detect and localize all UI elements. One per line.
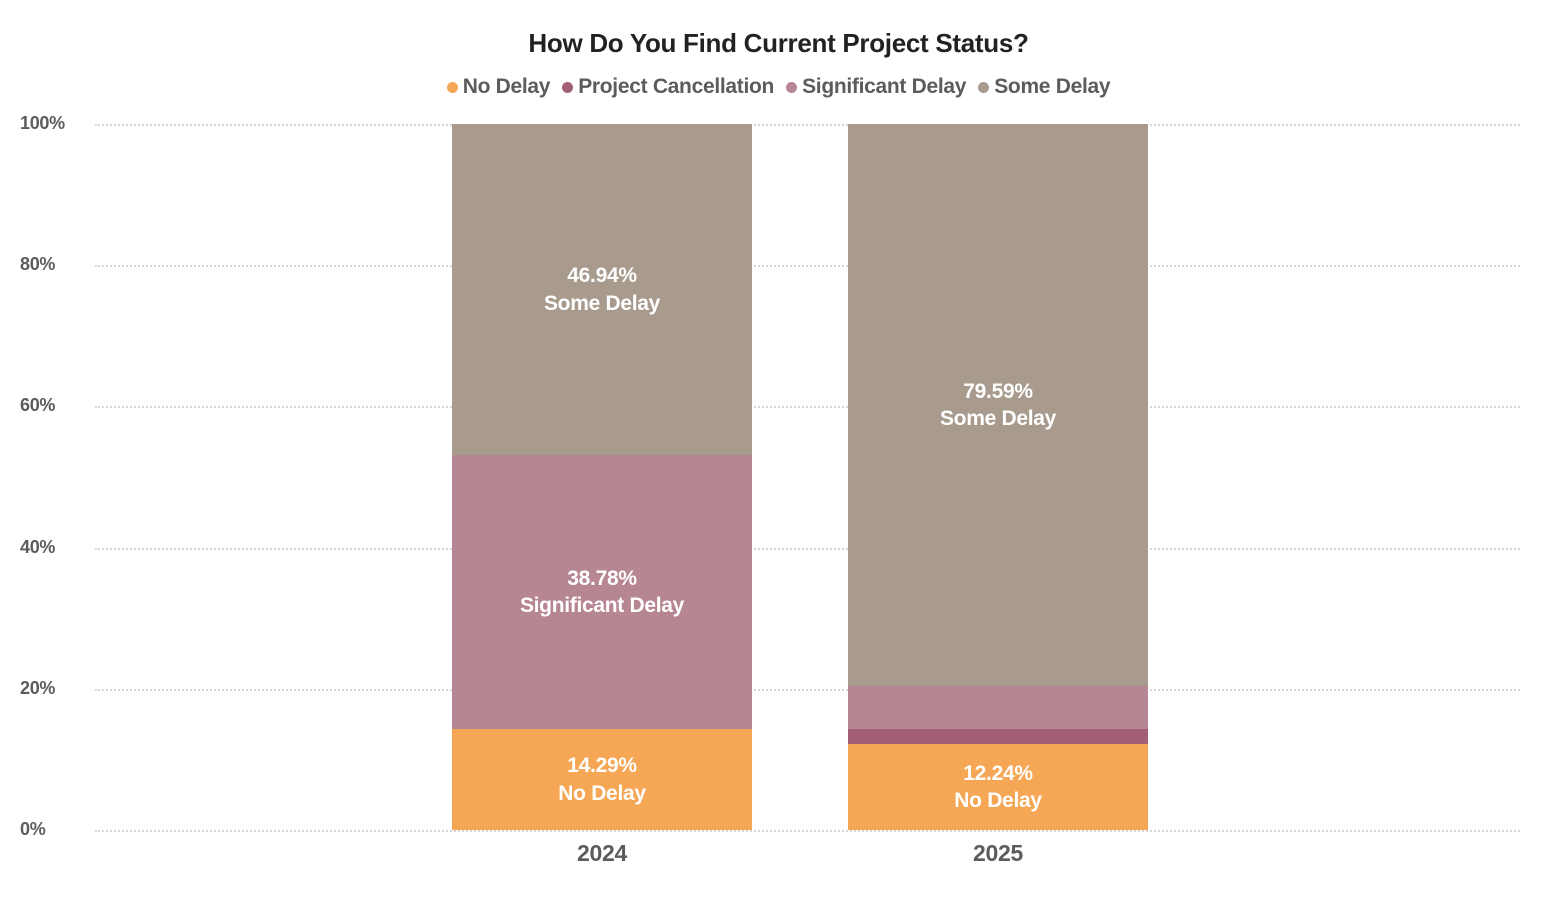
legend-item-significant-delay[interactable]: Significant Delay bbox=[786, 75, 967, 99]
legend-dot-icon bbox=[978, 81, 990, 93]
bar-segment-2025-significant-delay[interactable] bbox=[848, 686, 1148, 730]
gridline-0 bbox=[95, 830, 1520, 832]
bar-segment-2024-some-delay[interactable]: 46.94% Some Delay bbox=[452, 123, 752, 456]
legend-dot-icon bbox=[786, 81, 798, 93]
plot-area: 14.29% No Delay 38.78% Significant Delay 46.… bbox=[95, 123, 1520, 866]
segment-data-label: 38.78% Significant Delay bbox=[520, 565, 684, 620]
segment-value: 14.29% bbox=[567, 754, 637, 778]
x-axis-label-2025: 2025 bbox=[973, 840, 1023, 866]
legend-dot-icon bbox=[562, 81, 574, 93]
legend-item-label: No Delay bbox=[462, 75, 551, 98]
legend-item-some-delay[interactable]: Some Delay bbox=[978, 75, 1111, 99]
segment-series-name: No Delay bbox=[954, 788, 1042, 812]
stacked-bar-2024: 14.29% No Delay 38.78% Significant Delay 46.… bbox=[452, 123, 752, 830]
y-tick-label: 80% bbox=[20, 254, 56, 275]
segment-data-label: 79.59% Some Delay bbox=[940, 378, 1056, 433]
segment-series-name: Some Delay bbox=[939, 407, 1057, 431]
segment-value: 38.78% bbox=[567, 566, 637, 590]
y-tick-label: 20% bbox=[20, 677, 56, 698]
segment-data-label: 12.24% No Delay bbox=[954, 760, 1042, 815]
gridline-40 bbox=[95, 547, 1520, 550]
gridline-60 bbox=[95, 406, 1520, 409]
segment-value: 79.59% bbox=[963, 379, 1033, 403]
legend-item-no-delay[interactable]: No Delay bbox=[446, 75, 551, 99]
y-tick-label: 40% bbox=[20, 536, 56, 557]
gridline-80 bbox=[95, 265, 1520, 268]
bar-segment-2025-no-delay[interactable]: 12.24% No Delay bbox=[848, 743, 1148, 830]
x-axis-label-2024: 2024 bbox=[577, 840, 627, 866]
y-tick-label: 60% bbox=[20, 395, 56, 416]
bar-segment-2025-some-delay[interactable]: 79.59% Some Delay bbox=[848, 124, 1148, 686]
bar-segment-2025-project-cancellation[interactable] bbox=[848, 729, 1148, 744]
segment-series-name: Some Delay bbox=[543, 291, 661, 315]
chart-title: How Do You Find Current Project Status? bbox=[528, 28, 1029, 58]
legend-dot-icon bbox=[446, 81, 458, 93]
gridline-100 bbox=[95, 124, 1520, 126]
segment-value: 12.24% bbox=[963, 761, 1033, 785]
segment-data-label: 14.29% No Delay bbox=[558, 752, 646, 807]
bar-segment-2024-no-delay[interactable]: 14.29% No Delay bbox=[452, 729, 752, 830]
legend-item-label: Project Cancellation bbox=[578, 75, 775, 98]
y-tick-label: 100% bbox=[20, 113, 65, 133]
legend-item-label: Significant Delay bbox=[802, 75, 967, 98]
y-tick-label: 0% bbox=[20, 819, 46, 839]
segment-data-label: 46.94% Some Delay bbox=[544, 262, 660, 317]
segment-series-name: No Delay bbox=[558, 781, 646, 805]
gridline-20 bbox=[95, 688, 1520, 691]
segment-value: 46.94% bbox=[567, 264, 637, 288]
legend-item-project-cancellation[interactable]: Project Cancellation bbox=[562, 75, 774, 99]
bar-segment-2024-significant-delay[interactable]: 38.78% Significant Delay bbox=[452, 455, 752, 730]
stacked-bar-2025: 12.24% No Delay 79.59% Some Delay bbox=[848, 124, 1148, 830]
legend-item-label: Some Delay bbox=[994, 75, 1111, 98]
segment-series-name: Significant Delay bbox=[519, 594, 685, 618]
chart-legend: No Delay Project Cancellation Significant … bbox=[0, 75, 1557, 99]
